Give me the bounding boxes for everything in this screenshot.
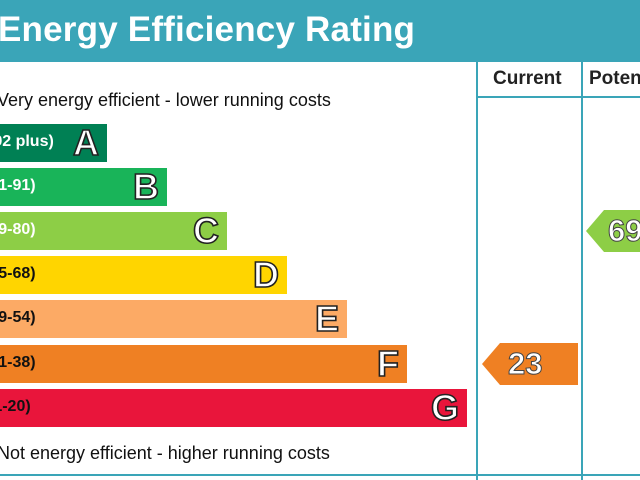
header-bar: Energy Efficiency Rating [0, 0, 640, 62]
band-b: (81-91) B [0, 166, 167, 207]
band-range-label: (55-68) [0, 265, 36, 282]
band-g: (1-20) G [0, 387, 467, 428]
band-c: (69-80) C [0, 210, 227, 251]
band-letter: C [192, 210, 220, 251]
band-range-label: (69-80) [0, 221, 36, 238]
band-e: (39-54) E [0, 298, 347, 339]
current-rating-value: 23 [507, 346, 543, 382]
band-f: (21-38) F [0, 343, 407, 384]
band-range-label: (21-38) [0, 354, 36, 371]
band-a: (92 plus) A [0, 122, 107, 163]
current-rating-arrow: 23 [482, 343, 578, 385]
band-letter: G [430, 387, 460, 428]
band-letter: A [72, 122, 100, 163]
band-letter: B [132, 166, 160, 207]
bottom-caption: Not energy efficient - higher running co… [0, 443, 330, 463]
band-letter: D [252, 254, 280, 295]
potential-rating-value: 69 [607, 213, 640, 249]
band-letter: E [314, 298, 340, 339]
bottom-border [0, 474, 640, 476]
band-range-label: (92 plus) [0, 133, 54, 150]
potential-rating-arrow: 69 [586, 210, 640, 252]
header-divider [476, 96, 640, 98]
band-d: (55-68) D [0, 254, 287, 295]
column-header-potential: Potential [589, 68, 640, 89]
chart-title: Energy Efficiency Rating [0, 10, 416, 49]
band-range-label: (1-20) [0, 398, 31, 415]
band-letter: F [376, 343, 400, 384]
divider-left [476, 62, 478, 480]
band-range-label: (39-54) [0, 309, 36, 326]
column-header-current: Current [493, 68, 562, 89]
top-caption: Very energy efficient - lower running co… [0, 90, 331, 110]
band-range-label: (81-91) [0, 177, 36, 194]
divider-mid [581, 62, 583, 480]
